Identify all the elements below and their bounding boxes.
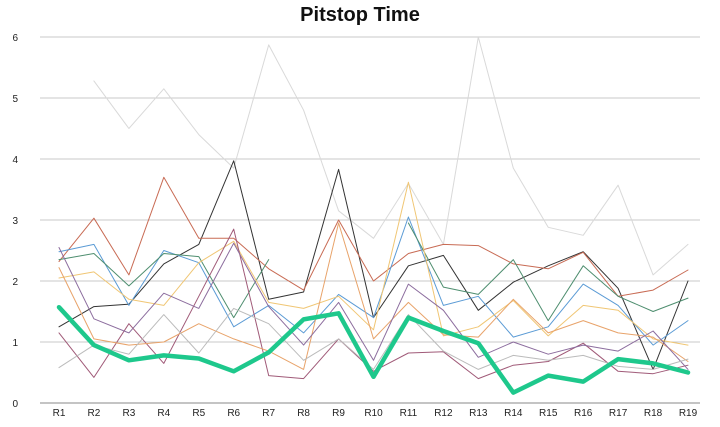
x-tick-label: R7 (262, 408, 275, 419)
x-tick-label: R13 (469, 408, 488, 419)
y-tick-label: 2 (12, 277, 18, 288)
x-tick-label: R16 (574, 408, 593, 419)
x-tick-label: R1 (53, 408, 66, 419)
x-tick-label: R4 (157, 408, 170, 419)
x-tick-label: R17 (609, 408, 628, 419)
series-line (58, 242, 689, 370)
series-line (58, 222, 689, 370)
series-line (58, 176, 689, 297)
y-tick-label: 3 (12, 216, 18, 227)
series-line (58, 307, 689, 370)
x-tick-label: R19 (679, 408, 698, 419)
y-tick-label: 1 (12, 338, 18, 349)
series-line (58, 222, 689, 322)
x-tick-label: R10 (364, 408, 383, 419)
y-tick-label: 4 (12, 155, 18, 166)
x-tick-label: R8 (297, 408, 310, 419)
x-tick-label: R14 (504, 408, 523, 419)
x-tick-label: R11 (400, 408, 418, 419)
x-tick-label: R12 (434, 408, 453, 419)
x-tick-label: R2 (88, 408, 101, 419)
y-tick-label: 6 (12, 33, 18, 44)
x-tick-label: R5 (192, 408, 205, 419)
series-line-highlight (56, 304, 691, 395)
y-tick-label: 0 (12, 399, 18, 410)
x-tick-label: R15 (539, 408, 558, 419)
series-line (58, 216, 689, 346)
series-line (58, 228, 689, 380)
series-line (93, 37, 689, 276)
y-tick-label: 5 (12, 94, 18, 105)
x-tick-label: R6 (227, 408, 240, 419)
x-tick-label: R3 (122, 408, 135, 419)
series-line (58, 181, 689, 346)
x-tick-label: R18 (644, 408, 663, 419)
chart-title: Pitstop Time (300, 4, 420, 26)
x-tick-label: R9 (332, 408, 345, 419)
